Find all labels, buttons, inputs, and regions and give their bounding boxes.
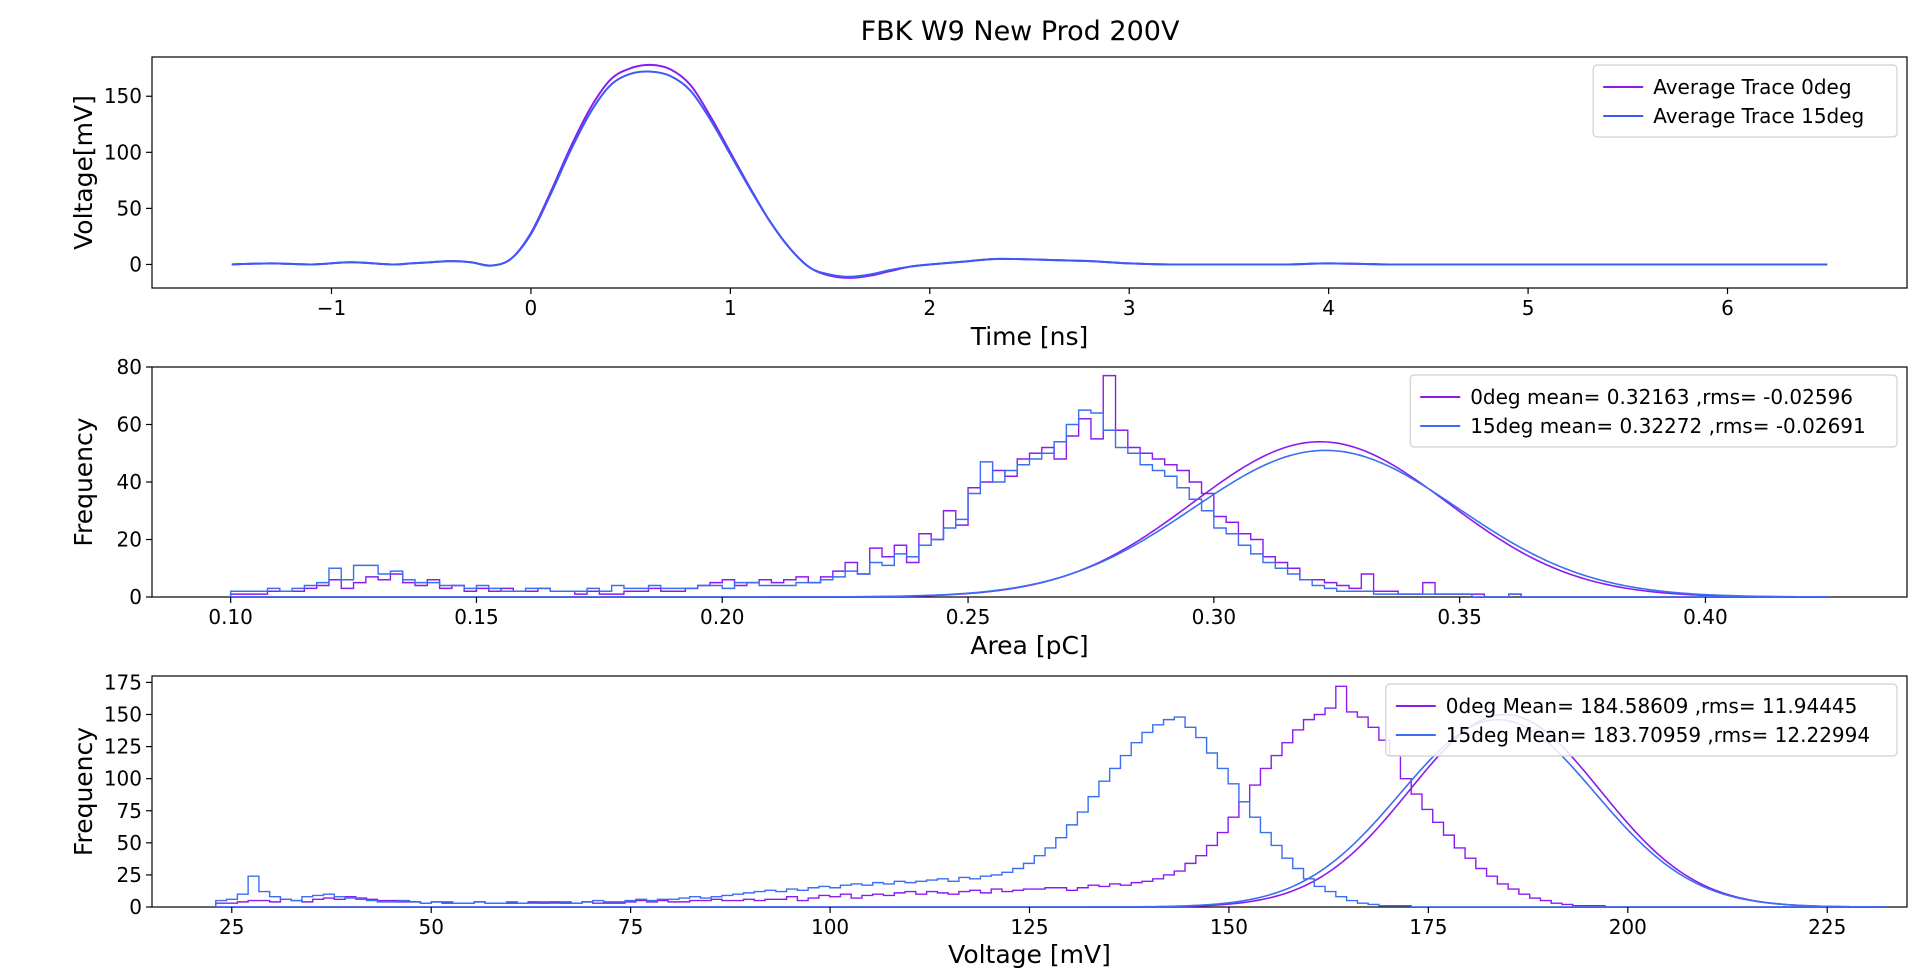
chart-panel-1: −1 0 1 2 3 4 5 6 0 50 100 150 Time [ns] Voltage[mV] Av… bbox=[69, 56, 1908, 351]
y-tick-label: 150 bbox=[104, 703, 142, 727]
y-axis-label: Frequency bbox=[69, 727, 98, 856]
x-axis-label: Time [ns] bbox=[970, 322, 1089, 351]
legend-label: 15deg mean= 0.32272 ,rms= -0.02691 bbox=[1470, 414, 1866, 438]
x-tick-label: 25 bbox=[219, 915, 244, 939]
legend-label: 15deg Mean= 183.70959 ,rms= 12.22994 bbox=[1446, 723, 1870, 747]
x-axis-label: Area [pC] bbox=[970, 631, 1088, 660]
y-tick-label: 50 bbox=[117, 196, 142, 220]
chart-panel-2: 0.10 0.15 0.20 0.25 0.30 0.35 0.40 0 20 40 60 80 Are… bbox=[69, 355, 1908, 660]
legend: 0deg mean= 0.32163 ,rms= -0.02596 15deg m… bbox=[1409, 374, 1898, 448]
legend-box bbox=[1409, 374, 1898, 448]
x-tick-label: 1 bbox=[724, 296, 737, 320]
legend: 0deg Mean= 184.58609 ,rms= 11.94445 15deg… bbox=[1385, 683, 1898, 757]
y-axis-label: Voltage[mV] bbox=[69, 95, 98, 250]
x-tick-label: 225 bbox=[1808, 915, 1846, 939]
x-tick-label: 0 bbox=[525, 296, 538, 320]
x-tick-label: 100 bbox=[811, 915, 849, 939]
chart-panel-3: 25 50 75 100 125 150 175 200 225 0 25 50 75 100 125 150… bbox=[69, 670, 1908, 969]
fit-curve-2 bbox=[230, 449, 1829, 597]
figure-title: FBK W9 New Prod 200V bbox=[861, 16, 1180, 47]
y-tick-label: 100 bbox=[104, 767, 142, 791]
y-tick-label: 100 bbox=[104, 140, 142, 164]
y-tick-label: 40 bbox=[117, 470, 142, 494]
series-line-1 bbox=[231, 63, 1828, 279]
plot-frame bbox=[151, 56, 1908, 289]
x-tick-label: 75 bbox=[618, 915, 643, 939]
legend-label: Average Trace 0deg bbox=[1653, 75, 1851, 99]
plot-area bbox=[229, 374, 1829, 597]
y-tick-label: 60 bbox=[117, 413, 142, 437]
y-tick-label: 175 bbox=[104, 670, 142, 694]
histogram-series-2 bbox=[215, 716, 1886, 907]
x-tick-label: 150 bbox=[1210, 915, 1248, 939]
x-tick-label: 125 bbox=[1010, 915, 1048, 939]
plot-area bbox=[231, 63, 1828, 279]
x-tick-label: 0.10 bbox=[208, 605, 253, 629]
y-tick-label: 125 bbox=[104, 735, 142, 759]
y-tick-label: 80 bbox=[117, 355, 142, 379]
y-axis-label: Frequency bbox=[69, 417, 98, 546]
x-tick-label: 200 bbox=[1609, 915, 1647, 939]
x-tick-label: 0.15 bbox=[454, 605, 499, 629]
x-tick-label: 50 bbox=[418, 915, 443, 939]
x-tick-label: 0.40 bbox=[1683, 605, 1728, 629]
legend-label: 0deg mean= 0.32163 ,rms= -0.02596 bbox=[1470, 385, 1853, 409]
y-tick-label: 0 bbox=[129, 895, 142, 919]
series-line-2 bbox=[231, 70, 1828, 278]
y-tick-label: 75 bbox=[117, 799, 142, 823]
x-axis-label: Voltage [mV] bbox=[948, 940, 1111, 969]
x-tick-label: 2 bbox=[923, 296, 936, 320]
y-tick-label: 20 bbox=[117, 528, 142, 552]
plot-area bbox=[215, 685, 1886, 907]
x-tick-label: 0.20 bbox=[700, 605, 745, 629]
legend: Average Trace 0deg Average Trace 15deg bbox=[1592, 64, 1898, 138]
legend-box bbox=[1592, 64, 1898, 138]
x-tick-label: 5 bbox=[1522, 296, 1535, 320]
x-tick-label: 175 bbox=[1409, 915, 1447, 939]
legend-box bbox=[1385, 683, 1898, 757]
x-tick-label: 0.30 bbox=[1192, 605, 1237, 629]
y-tick-label: 150 bbox=[104, 84, 142, 108]
x-tick-label: 6 bbox=[1721, 296, 1734, 320]
y-tick-label: 50 bbox=[117, 831, 142, 855]
legend-label: 0deg Mean= 184.58609 ,rms= 11.94445 bbox=[1446, 694, 1858, 718]
histogram-series-2 bbox=[229, 409, 1829, 597]
x-tick-label: 3 bbox=[1123, 296, 1136, 320]
x-tick-label: 4 bbox=[1322, 296, 1335, 320]
y-tick-label: 25 bbox=[117, 863, 142, 887]
x-tick-label: 0.25 bbox=[946, 605, 991, 629]
x-tick-label: 0.35 bbox=[1437, 605, 1482, 629]
y-tick-label: 0 bbox=[129, 585, 142, 609]
fit-curve-2 bbox=[215, 718, 1886, 907]
y-tick-label: 0 bbox=[129, 252, 142, 276]
legend-label: Average Trace 15deg bbox=[1653, 104, 1864, 128]
x-tick-label: −1 bbox=[317, 296, 346, 320]
